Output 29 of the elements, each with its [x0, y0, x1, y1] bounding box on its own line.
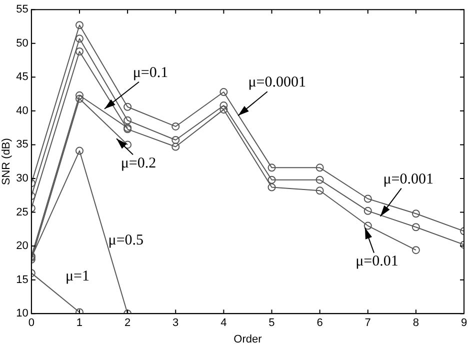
y-tick-label: 20 — [16, 240, 28, 252]
y-tick-label: 40 — [16, 104, 28, 117]
annotation: μ=0.0001 — [248, 74, 306, 91]
x-tick-label: 0 — [28, 317, 34, 330]
y-tick-label: 25 — [16, 206, 28, 218]
x-tick-label: 4 — [220, 317, 227, 330]
y-tick-label: 50 — [16, 37, 28, 50]
annotation: μ=0.001 — [383, 171, 434, 188]
x-tick-label: 8 — [412, 317, 419, 330]
y-tick-label: 30 — [16, 172, 28, 185]
y-tick-label: 55 — [16, 4, 28, 16]
y-tick-label: 10 — [16, 308, 28, 320]
x-axis-title: Order — [234, 333, 262, 346]
annotation: μ=0.2 — [120, 156, 156, 172]
y-tick-label: 45 — [16, 71, 28, 84]
annotation: μ=0.1 — [132, 64, 168, 81]
x-tick-label: 3 — [172, 317, 179, 330]
annotation: μ=0.01 — [356, 254, 398, 270]
annotation: μ=1 — [65, 268, 90, 285]
y-axis-title: SNR (dB) — [0, 138, 13, 186]
x-tick-label: 6 — [316, 317, 323, 330]
x-tick-label: 1 — [76, 317, 83, 330]
x-tick-label: 5 — [268, 317, 275, 330]
y-tick-label: 15 — [16, 274, 28, 286]
annotation: μ=0.5 — [108, 232, 144, 249]
x-tick-label: 7 — [364, 317, 371, 330]
x-tick-label: 2 — [124, 317, 131, 330]
x-tick-label: 9 — [460, 317, 468, 330]
y-tick-label: 35 — [16, 138, 28, 151]
